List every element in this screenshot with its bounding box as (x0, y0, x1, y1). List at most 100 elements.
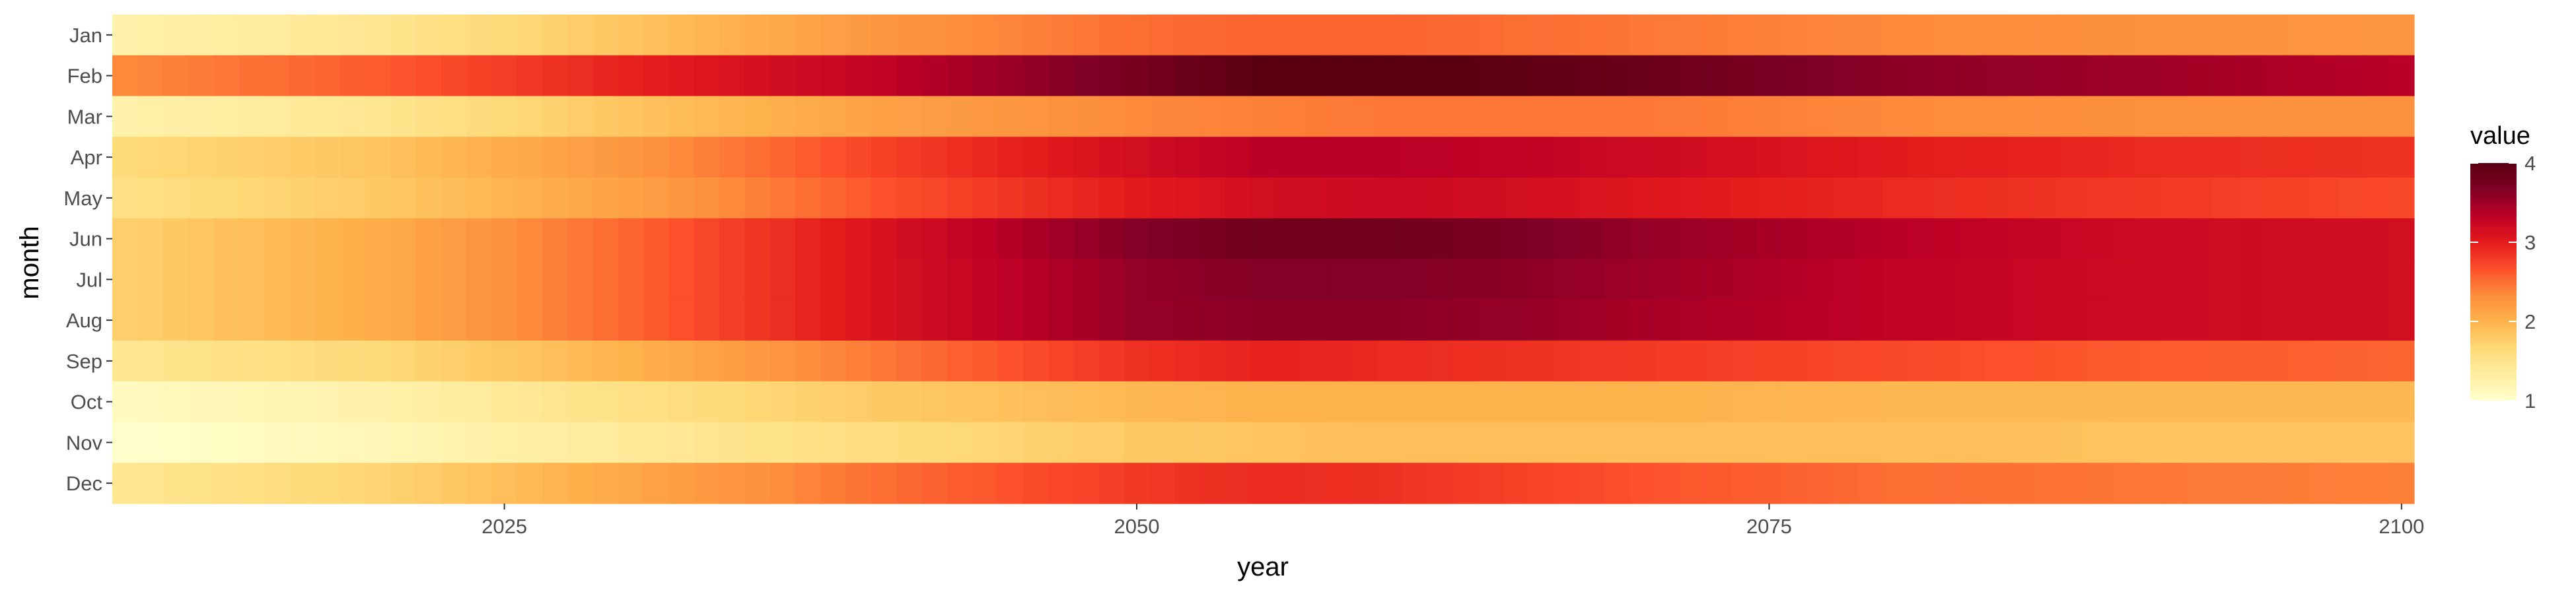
legend-tick-label: 4 (2524, 152, 2536, 175)
heatmap-cell (896, 55, 923, 97)
heatmap-cell (2059, 341, 2086, 382)
heatmap-cell (1908, 55, 1934, 97)
heatmap-cell (517, 15, 543, 56)
heatmap-cell (2085, 178, 2112, 219)
heatmap-cell (694, 463, 720, 504)
heatmap-cell (769, 381, 796, 423)
y-tick-label: Sep (66, 350, 102, 373)
heatmap-cell (542, 463, 568, 504)
heatmap-cell (238, 218, 265, 260)
heatmap-cell (795, 15, 821, 56)
heatmap-cell (2388, 178, 2415, 219)
heatmap-cell (972, 341, 998, 382)
heatmap-cell (112, 259, 138, 300)
heatmap-cell (314, 55, 341, 97)
heatmap-cell (2059, 15, 2086, 56)
heatmap-cell (542, 178, 568, 219)
heatmap-cell (1629, 422, 1656, 463)
heatmap-cell (820, 218, 847, 260)
heatmap-cell (845, 341, 872, 382)
heatmap-cell (542, 341, 568, 382)
heatmap-cell (289, 178, 315, 219)
heatmap-cell (1098, 341, 1125, 382)
heatmap-cell (1908, 381, 1934, 423)
heatmap-cell (1149, 137, 1176, 178)
heatmap-cell (1832, 218, 1859, 260)
heatmap-cell (694, 259, 720, 300)
heatmap-cell (441, 463, 467, 504)
heatmap-cell (188, 381, 214, 423)
heatmap-cell (314, 96, 341, 137)
heatmap-cell (1604, 300, 1631, 341)
heatmap-cell (972, 463, 998, 504)
heatmap-cell (390, 463, 417, 504)
heatmap-cell (441, 259, 467, 300)
heatmap-cell (1377, 341, 1403, 382)
heatmap-cell (1402, 300, 1429, 341)
heatmap-cell (845, 218, 872, 260)
heatmap-cell (1705, 15, 1732, 56)
heatmap-cell (2186, 422, 2213, 463)
heatmap-cell (1984, 341, 2010, 382)
heatmap-cell (1984, 218, 2010, 260)
y-tick-label: Jun (69, 228, 102, 251)
heatmap-cell (112, 218, 138, 260)
heatmap-cell (340, 381, 366, 423)
heatmap-cell (1958, 422, 1985, 463)
heatmap-cell (2085, 341, 2112, 382)
legend-tick-label: 1 (2524, 389, 2536, 412)
heatmap-cell (2211, 137, 2238, 178)
heatmap-cell (1098, 178, 1125, 219)
heatmap-cell (2236, 381, 2263, 423)
heatmap-cell (1604, 96, 1631, 137)
heatmap-cell (1503, 381, 1530, 423)
heatmap-cell (1756, 96, 1783, 137)
heatmap-cell (1301, 15, 1327, 56)
heatmap-cell (947, 178, 973, 219)
heatmap-cell (1073, 218, 1100, 260)
heatmap-cell (1250, 137, 1277, 178)
heatmap-cell (1124, 178, 1150, 219)
heatmap-cell (517, 218, 543, 260)
heatmap-cell (643, 341, 670, 382)
heatmap-cell (1199, 259, 1226, 300)
heatmap-cell (896, 15, 923, 56)
heatmap-cell (921, 259, 948, 300)
heatmap-cell (1756, 137, 1783, 178)
heatmap-cell (264, 341, 290, 382)
heatmap-cell (2312, 463, 2339, 504)
heatmap-cell (719, 381, 746, 423)
heatmap-cell (997, 218, 1024, 260)
heatmap-cell (162, 463, 189, 504)
heatmap-cell (1275, 218, 1302, 260)
heatmap-cell (162, 15, 189, 56)
heatmap-cell (1098, 259, 1125, 300)
heatmap-cell (213, 55, 240, 97)
heatmap-cell (1452, 178, 1479, 219)
heatmap-cell (314, 422, 341, 463)
heatmap-cell (1731, 381, 1757, 423)
heatmap-cell (1958, 15, 1985, 56)
heatmap-cell (1503, 137, 1530, 178)
heatmap-cell (2135, 137, 2162, 178)
heatmap-cell (1629, 341, 1656, 382)
heatmap-cell (2034, 178, 2061, 219)
heatmap-cell (415, 55, 442, 97)
heatmap-cell (1604, 259, 1631, 300)
heatmap-cell (1655, 463, 1681, 504)
heatmap-cell (972, 422, 998, 463)
heatmap-cell (1452, 137, 1479, 178)
heatmap-cell (972, 15, 998, 56)
heatmap-cell (2363, 259, 2390, 300)
heatmap-cell (618, 259, 644, 300)
heatmap-cell (1958, 463, 1985, 504)
heatmap-cell (997, 137, 1024, 178)
heatmap-cell (2211, 381, 2238, 423)
heatmap-cell (390, 381, 417, 423)
heatmap-cell (390, 341, 417, 382)
heatmap-cell (2034, 381, 2061, 423)
heatmap-cell (1073, 15, 1100, 56)
heatmap-cell (1073, 463, 1100, 504)
heatmap-cell (2110, 137, 2137, 178)
heatmap-cell (1478, 381, 1504, 423)
